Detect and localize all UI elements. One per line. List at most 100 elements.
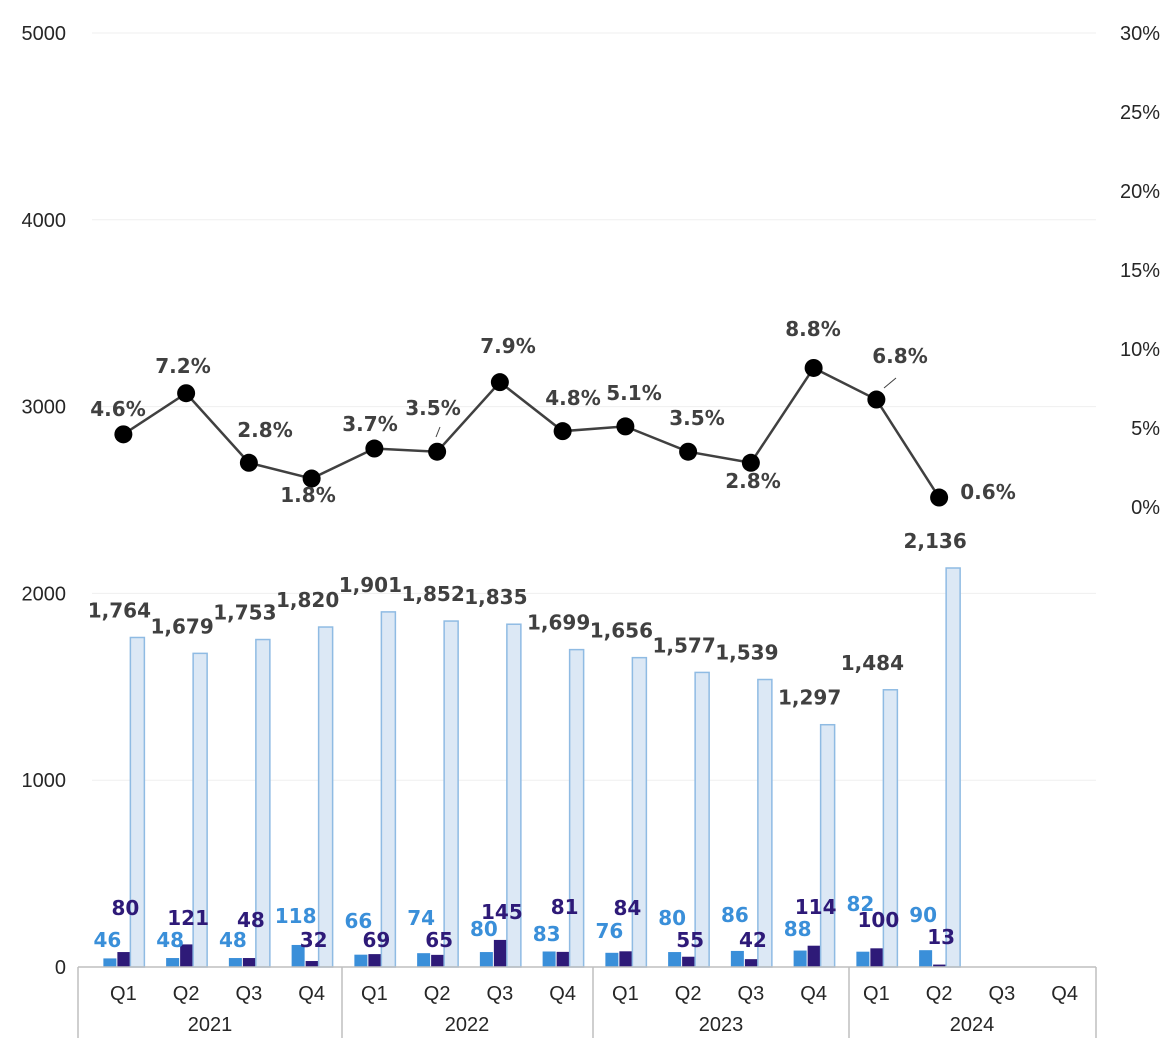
rate-point [804,358,823,377]
x-tick-label: Q4 [549,983,576,1005]
bar-c-data-label: 1,577 [652,633,715,657]
bar-b-data-label: 145 [481,900,523,924]
bar-b-data-label: 48 [237,908,265,932]
x-group-label: 2024 [950,1014,995,1036]
right-tick-label: 5% [1131,418,1160,440]
x-group-label: 2023 [699,1014,744,1036]
x-tick-label: Q3 [738,983,765,1005]
x-tick-label: Q1 [612,983,639,1005]
rate-data-label: 4.6% [90,397,145,421]
bar-c-data-label: 1,484 [841,651,904,675]
bar-series-a [291,944,305,967]
rate-data-label: 3.7% [342,412,397,436]
right-tick-label: 25% [1120,102,1160,124]
bar-b-data-label: 114 [795,895,837,919]
left-tick-label: 0 [55,957,66,979]
leader-line [435,426,441,438]
rate-point [239,453,258,472]
rate-data-label: 1.8% [280,483,335,507]
rate-data-label: 3.5% [405,396,460,420]
bar-series-b [870,948,884,967]
bar-series-b [117,952,131,967]
left-axis: 0 1000 2000 3000 4000 5000 [22,23,67,979]
bar-series-b [493,939,507,967]
x-tick-label: Q1 [110,983,137,1005]
x-tick-label: Q1 [361,983,388,1005]
rate-data-label: 7.9% [480,334,535,358]
bar-series-c [380,611,397,968]
x-tick-label: Q4 [800,983,827,1005]
bar-series-a [919,950,933,967]
bar-series-a [856,951,870,967]
rate-point [679,442,698,461]
bar-series-c [819,723,836,968]
bar-series-b [368,954,382,967]
bar-series-a [354,954,368,967]
rate-line-path [122,366,941,499]
x-tick-label: Q4 [1051,983,1078,1005]
x-tick-label: Q3 [236,983,263,1005]
rate-point [930,488,949,507]
bar-c-data-label: 1,539 [715,641,778,665]
rate-data-label: 3.5% [669,406,724,430]
bar-series-a [103,958,117,967]
rate-point [302,469,321,488]
bar-a-data-label: 48 [156,928,184,952]
rate-labels: 4.6% 7.2% 2.8% 1.8% 3.7% 3.5% 7.9% 4.8% 5.1% 3.5%… [90,317,1015,507]
bar-series-b [242,958,256,967]
x-tick-label: Q2 [675,983,702,1005]
left-tick-label: 5000 [22,23,67,45]
bar-a-data-label: 46 [93,928,121,952]
left-tick-label: 3000 [22,397,67,419]
bar-c-data-label: 1,679 [150,614,213,638]
rate-data-label: 7.2% [155,354,210,378]
x-tick-label: Q2 [173,983,200,1005]
rate-data-label: 2.8% [725,469,780,493]
bar-series-a [228,958,242,967]
leader-line [883,377,897,389]
bar-a-data-label: 118 [275,904,317,928]
rate-point [616,417,635,436]
bar-c-data-label: 1,656 [590,619,653,643]
bar-b-data-label: 81 [551,895,579,919]
x-tick-label: Q2 [424,983,451,1005]
bar-series-c [568,648,585,968]
bar-c-data-label: 1,297 [778,686,841,710]
left-tick-label: 4000 [22,210,67,232]
rate-data-label: 6.8% [872,344,927,368]
bar-b-data-label: 13 [927,925,955,949]
bar-series-a [542,951,556,967]
bar-a-data-label: 74 [407,906,435,930]
rate-data-label: 4.8% [545,386,600,410]
bar-a-data-label: 88 [784,917,812,941]
bar-series-b [682,956,696,967]
bar-a-data-label: 90 [909,903,937,927]
bar-c-data-label: 1,753 [213,601,276,625]
x-tick-label: Q1 [863,983,890,1005]
bar-c-data-label: 1,901 [339,573,402,597]
bar-series-a [479,952,493,967]
x-tick-label: Q4 [298,983,325,1005]
bar-series-b [807,945,821,967]
left-tick-label: 2000 [22,583,67,605]
rate-point [428,442,447,461]
bar-series-c [631,656,648,968]
left-tick-label: 1000 [22,770,67,792]
bar-series-a [730,950,744,967]
bar-series-c [945,567,961,968]
right-tick-label: 15% [1120,260,1160,282]
bar-series-b [744,959,758,967]
bar-series-a [417,953,431,967]
bar-c-data-label: 1,764 [88,598,151,622]
bar-b-data-label: 80 [111,896,139,920]
bar-b-data-label: 84 [613,896,641,920]
rate-point [867,390,886,409]
right-tick-label: 20% [1120,181,1160,203]
bar-a-data-label: 86 [721,903,749,927]
bar-series-a [605,952,619,967]
right-tick-label: 10% [1120,339,1160,361]
bar-a-data-label: 80 [470,917,498,941]
rate-point [114,425,133,444]
